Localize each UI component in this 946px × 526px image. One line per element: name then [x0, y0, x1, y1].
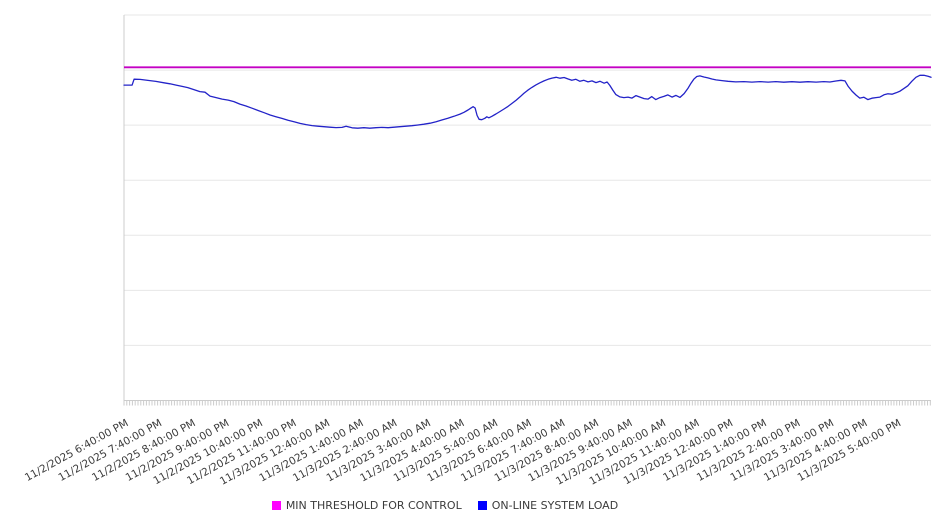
online-system-load-legend-swatch [477, 501, 487, 510]
chart-legend: MIN THRESHOLD FOR CONTROL ON-LINE SYSTEM… [0, 499, 890, 512]
x-axis-minor-ticks [123, 400, 931, 406]
min-threshold-legend-label: MIN THRESHOLD FOR CONTROL [285, 499, 462, 512]
y-gridlines [124, 14, 931, 346]
online-system-load-line [123, 74, 932, 129]
online-system-load-legend-label: ON-LINE SYSTEM LOAD [491, 499, 619, 512]
min-threshold-legend-swatch [271, 501, 281, 510]
legend-item-min-threshold[interactable]: MIN THRESHOLD FOR CONTROL [271, 499, 462, 512]
legend-item-online-system-load[interactable]: ON-LINE SYSTEM LOAD [477, 499, 619, 512]
